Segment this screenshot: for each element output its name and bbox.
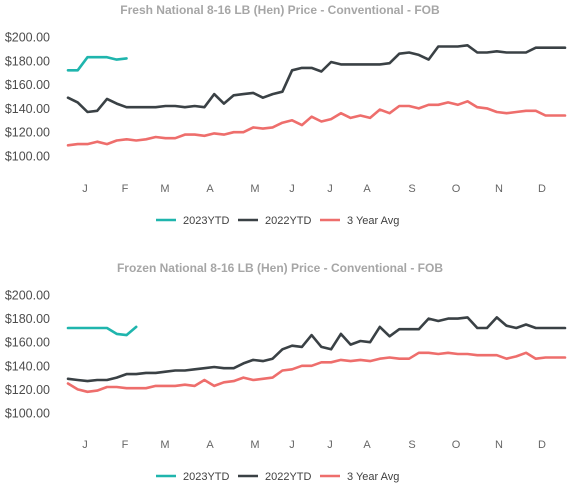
x-tick-label: A bbox=[363, 439, 371, 451]
chart-title: Frozen National 8-16 LB (Hen) Price - Co… bbox=[117, 261, 443, 275]
x-tick-label: M bbox=[250, 439, 259, 451]
legend: 2023YTD 2022YTD 3 Year Avg bbox=[156, 471, 399, 483]
y-tick-label: $120.00 bbox=[5, 383, 50, 397]
legend-label-2023ytd: 2023YTD bbox=[183, 215, 230, 227]
x-tick-label: A bbox=[206, 183, 214, 195]
series-line-2023ytd bbox=[66, 55, 128, 72]
x-tick-label: J bbox=[289, 439, 295, 451]
y-tick-label: $100.00 bbox=[5, 150, 50, 164]
x-tick-label: J bbox=[82, 439, 88, 451]
x-tick-label: D bbox=[538, 439, 546, 451]
series-line-3-year-avg bbox=[66, 100, 567, 147]
y-tick-label: $140.00 bbox=[5, 359, 50, 373]
series-line-2023ytd bbox=[66, 325, 138, 337]
x-tick-label: J bbox=[327, 183, 333, 195]
y-tick-label: $180.00 bbox=[5, 54, 50, 68]
y-tick-label: $160.00 bbox=[5, 78, 50, 92]
y-tick-label: $200.00 bbox=[5, 289, 50, 303]
series-line-2022ytd bbox=[66, 316, 567, 383]
x-tick-label: F bbox=[122, 183, 129, 195]
x-tick-label: J bbox=[82, 183, 88, 195]
x-tick-label: O bbox=[452, 183, 461, 195]
legend: 2023YTD 2022YTD 3 Year Avg bbox=[156, 215, 399, 227]
y-tick-label: $120.00 bbox=[5, 126, 50, 140]
x-tick-label: D bbox=[538, 183, 546, 195]
y-tick-label: $140.00 bbox=[5, 102, 50, 116]
x-tick-label: N bbox=[495, 183, 503, 195]
x-tick-label: S bbox=[408, 183, 415, 195]
series-line-3-year-avg bbox=[66, 351, 567, 394]
y-tick-label: $200.00 bbox=[5, 31, 50, 45]
y-tick-label: $180.00 bbox=[5, 312, 50, 326]
fresh-price-chart: Fresh National 8-16 LB (Hen) Price - Con… bbox=[0, 0, 575, 244]
x-tick-label: J bbox=[289, 183, 295, 195]
series-lines bbox=[66, 316, 567, 394]
series-line-2022ytd bbox=[66, 43, 567, 114]
x-tick-label: S bbox=[408, 439, 415, 451]
x-tick-label: A bbox=[206, 439, 214, 451]
legend-label-2023ytd: 2023YTD bbox=[183, 471, 230, 483]
chart-title: Fresh National 8-16 LB (Hen) Price - Con… bbox=[120, 3, 440, 17]
x-tick-label: M bbox=[250, 183, 259, 195]
x-tick-label: J bbox=[327, 439, 333, 451]
y-axis: $200.00 $180.00 $160.00 $140.00 $120.00 $100.… bbox=[5, 31, 50, 164]
x-tick-label: O bbox=[452, 439, 461, 451]
frozen-price-chart: Frozen National 8-16 LB (Hen) Price - Co… bbox=[0, 256, 575, 488]
x-tick-label: M bbox=[160, 439, 169, 451]
x-tick-label: M bbox=[160, 183, 169, 195]
y-tick-label: $100.00 bbox=[5, 407, 50, 421]
legend-label-2022ytd: 2022YTD bbox=[265, 215, 312, 227]
legend-label-2022ytd: 2022YTD bbox=[265, 471, 312, 483]
x-tick-label: A bbox=[363, 183, 371, 195]
x-tick-label: N bbox=[495, 439, 503, 451]
fresh-price-chart-svg: Fresh National 8-16 LB (Hen) Price - Con… bbox=[5, 3, 567, 227]
y-axis: $200.00 $180.00 $160.00 $140.00 $120.00 $100.… bbox=[5, 289, 50, 421]
series-lines bbox=[66, 43, 567, 147]
x-tick-label: F bbox=[122, 439, 129, 451]
y-tick-label: $160.00 bbox=[5, 336, 50, 350]
frozen-price-chart-svg: Frozen National 8-16 LB (Hen) Price - Co… bbox=[5, 261, 567, 483]
legend-label-3-year-avg: 3 Year Avg bbox=[347, 471, 399, 483]
legend-label-3-year-avg: 3 Year Avg bbox=[347, 215, 399, 227]
